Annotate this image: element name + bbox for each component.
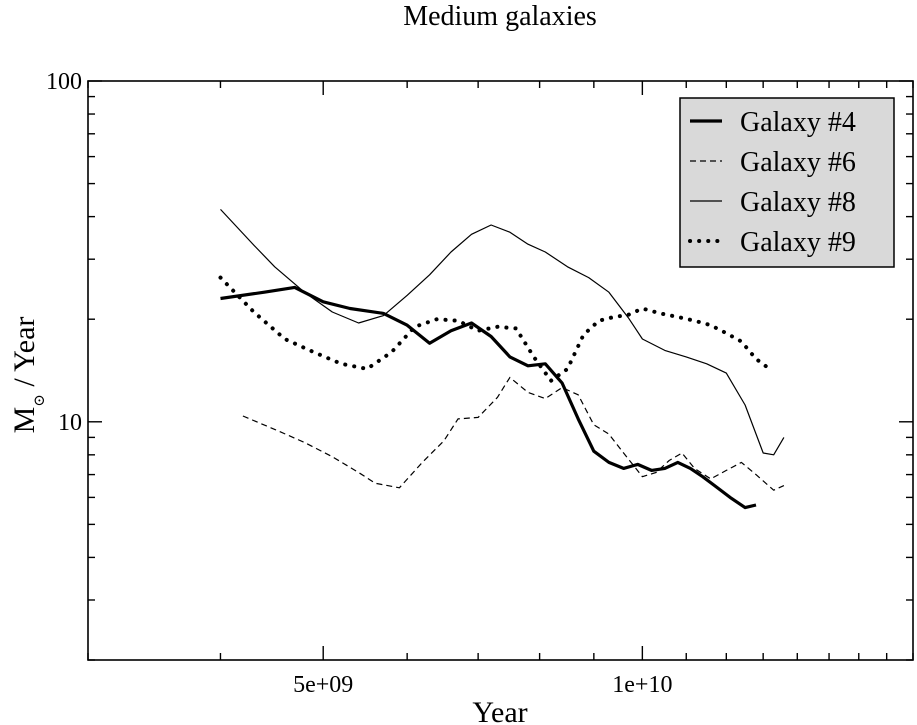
y-axis-label-sub: ⊙	[32, 394, 48, 407]
series-line-galaxy-8	[220, 208, 785, 456]
plot-area-frame	[87, 80, 914, 661]
y-axis-label: M⊙ / Year	[8, 317, 48, 434]
y-tick-label: 100	[46, 69, 82, 95]
legend-label: Galaxy #6	[740, 147, 856, 178]
x-tick-label: 1e+10	[612, 672, 672, 698]
series-line-galaxy-4	[220, 285, 757, 510]
legend-label: Galaxy #8	[740, 187, 856, 218]
axis-ticks	[87, 80, 914, 661]
y-axis-label-rest: / Year	[8, 317, 41, 395]
legend-box	[679, 97, 895, 268]
y-tick-label: 10	[58, 410, 82, 436]
x-tick-label: 5e+09	[293, 672, 353, 698]
chart-title: Medium galaxies	[403, 1, 597, 32]
tick-labels: 5e+09 1e+10 10 100	[46, 69, 672, 698]
legend: Galaxy #4 Galaxy #6 Galaxy #8 Galaxy #9	[679, 97, 895, 268]
legend-label: Galaxy #9	[740, 227, 856, 258]
series-line-galaxy-6	[242, 376, 785, 491]
y-axis-label-main: M	[8, 407, 41, 434]
series-line-galaxy-9	[218, 275, 769, 383]
legend-label: Galaxy #4	[740, 107, 856, 138]
series-layer	[218, 208, 785, 510]
x-axis-label: Year	[472, 696, 527, 725]
